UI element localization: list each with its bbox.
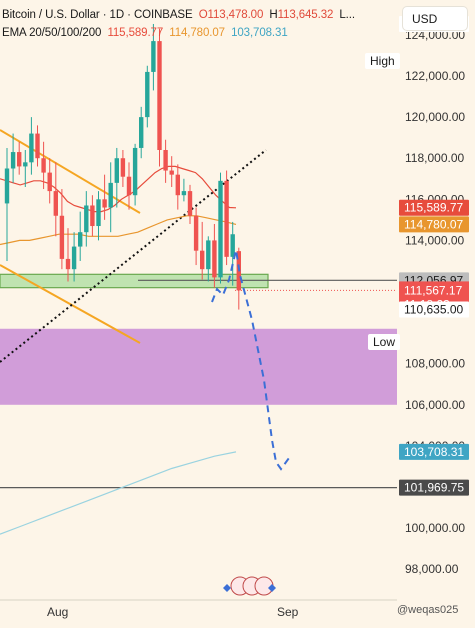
candle-body: [175, 174, 180, 196]
candle-body: [126, 176, 132, 196]
level2-tag: 101,969.75: [404, 481, 464, 495]
price-scale-tags: 124,533.00115,589.77114,780.07112,056.97…: [399, 15, 469, 496]
candle-body: [17, 152, 22, 167]
economic-events-icon[interactable]: [223, 576, 276, 596]
ema200-tag: 103,708.31: [404, 445, 464, 459]
candle-body: [108, 182, 113, 208]
currency-button[interactable]: USD: [402, 6, 468, 31]
ema50-value: 114,780.07: [169, 27, 225, 39]
candle-body: [84, 205, 89, 233]
candle-body: [145, 71, 150, 118]
time-label-aug: Aug: [47, 605, 68, 619]
indicator-header[interactable]: EMA 20/50/100/200 115,589.77 114,780.07 …: [2, 27, 288, 39]
ema50-line: [0, 215, 237, 246]
candle-body: [151, 41, 156, 72]
candle-body: [47, 172, 52, 192]
low-label: Low: [368, 334, 401, 350]
candle-body: [35, 133, 40, 159]
price-tick-label: 118,000.00: [405, 151, 464, 165]
candle-body: [218, 180, 223, 278]
ema50-tag-bg: [399, 216, 469, 233]
price-tick-label: 122,000.00: [405, 69, 465, 83]
candle-body: [230, 234, 235, 257]
ema20-tag: 115,589.77: [404, 201, 463, 215]
candle-body: [163, 150, 168, 171]
candle-body: [65, 258, 71, 270]
ema-label[interactable]: EMA 20/50/100/200: [2, 27, 102, 39]
open-label: O: [198, 9, 208, 21]
candle-body: [23, 162, 28, 167]
candle-body: [169, 170, 174, 175]
candle-body: [206, 240, 211, 270]
author-watermark: @weqas025: [397, 604, 459, 616]
candle-body: [114, 158, 119, 183]
price-tick-label: 120,000.00: [405, 110, 465, 124]
ema20-tag-bg: [399, 199, 469, 216]
candle-body: [212, 240, 217, 278]
candle-body: [157, 41, 162, 151]
candle-body: [200, 250, 205, 270]
channel-lower-line[interactable]: [0, 264, 141, 344]
candle-body: [120, 158, 126, 177]
candle-body: [187, 191, 193, 216]
price-tick-label: 114,000.00: [405, 233, 464, 247]
candle-body: [53, 191, 58, 216]
high-value: 113,645.32: [277, 9, 334, 21]
candle-body: [41, 158, 46, 173]
candle-body: [29, 133, 34, 163]
ema200-tag-bg: [399, 443, 469, 460]
candle-body: [132, 147, 138, 196]
candle-body: [10, 152, 16, 169]
high-label: H: [269, 9, 278, 21]
candle-body: [78, 232, 83, 247]
ema20-value: 115,589.77: [107, 27, 164, 39]
candle-body: [71, 246, 77, 270]
last-price-tag: 111,567.17: [404, 283, 463, 297]
candle-body: [193, 215, 199, 251]
purple-demand-zone[interactable]: [0, 328, 397, 405]
candles-group: [4, 23, 241, 310]
price-tick-label: 100,000.00: [405, 521, 465, 535]
candle-body: [96, 199, 101, 227]
level2-tag-bg: [399, 479, 469, 496]
low-value-tag: 110,635.00: [404, 303, 463, 317]
candle-body: [90, 205, 95, 227]
candle-body: [181, 191, 187, 196]
candle-body: [59, 215, 65, 259]
time-label-sep: Sep: [277, 605, 299, 619]
candle-body: [102, 199, 107, 208]
candle-body: [4, 168, 10, 204]
symbol-title[interactable]: Bitcoin / U.S. Dollar · 1D · COINBASE: [2, 9, 193, 21]
ohlc-more: L...: [339, 9, 355, 21]
symbol-header[interactable]: Bitcoin / U.S. Dollar · 1D · COINBASE O1…: [2, 9, 355, 21]
low-value-tag-bg: [399, 301, 469, 318]
open-value: 113,478.00: [207, 9, 264, 21]
high-label: High: [365, 53, 400, 69]
candle-body: [139, 117, 144, 148]
price-tick-label: 106,000.00: [405, 398, 465, 412]
price-tick-label: 108,000.00: [405, 357, 465, 371]
ema200-line: [0, 451, 237, 535]
support-zone[interactable]: [0, 273, 269, 289]
price-tick-label: 98,000.00: [405, 562, 459, 576]
ema20-line: [0, 165, 237, 213]
ema200-value: 103,708.31: [231, 27, 288, 39]
ema50-tag: 114,780.07: [404, 217, 463, 231]
candle-body: [224, 180, 229, 257]
dotted-trendline[interactable]: [0, 149, 267, 363]
